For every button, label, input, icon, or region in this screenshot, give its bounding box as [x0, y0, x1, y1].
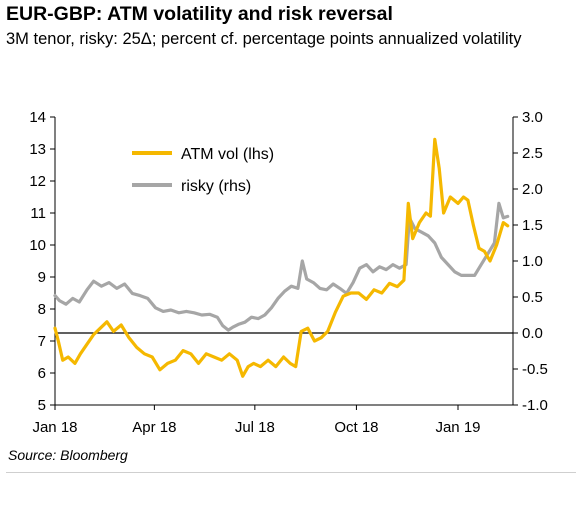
- left-tick-label: 6: [38, 365, 46, 382]
- left-tick-label: 14: [29, 109, 46, 126]
- right-tick-label: 1.5: [522, 217, 543, 234]
- right-tick-label: 2.0: [522, 181, 543, 198]
- legend-label-risky: risky (rhs): [181, 178, 251, 195]
- legend: ATM vol (lhs) risky (rhs): [132, 146, 274, 195]
- right-tick-label: 0.0: [522, 325, 543, 342]
- footer-divider: [6, 472, 576, 473]
- right-tick-label: -0.5: [522, 361, 548, 378]
- chart-subtitle: 3M tenor, risky: 25Δ; percent cf. percen…: [6, 30, 522, 48]
- left-tick-label: 10: [29, 237, 46, 254]
- legend-label-atm-vol: ATM vol (lhs): [181, 146, 274, 163]
- risky-series-line: [53, 201, 510, 332]
- right-tick-label: -1.0: [522, 397, 548, 414]
- right-tick-label: 1.0: [522, 253, 543, 270]
- x-tick-label: Jan 18: [32, 419, 77, 436]
- right-tick-label: 3.0: [522, 109, 543, 126]
- left-tick-label: 8: [38, 301, 46, 318]
- left-tick-label: 5: [38, 397, 46, 414]
- atm-vol-series-line: [53, 137, 510, 378]
- axes: 5 6 7 8 9 10 11 12 13 14 -1.0 -0.5 0.0 0.5 1.0 1.5 2.0 2.…: [29, 109, 548, 436]
- right-tick-label: 0.5: [522, 289, 543, 306]
- left-tick-label: 11: [30, 205, 46, 222]
- source-note: Source: Bloomberg: [8, 447, 128, 463]
- x-tick-label: Jan 19: [435, 419, 480, 436]
- x-tick-label: Jul 18: [235, 419, 275, 436]
- x-tick-label: Apr 18: [132, 419, 176, 436]
- chart-title: EUR-GBP: ATM volatility and risk reversa…: [6, 3, 393, 25]
- right-tick-label: 2.5: [522, 145, 543, 162]
- series-lines: [53, 137, 510, 378]
- x-tick-label: Oct 18: [334, 419, 378, 436]
- left-tick-label: 7: [38, 333, 46, 350]
- left-tick-label: 9: [38, 269, 46, 286]
- left-tick-label: 13: [29, 141, 46, 158]
- left-tick-label: 12: [29, 173, 46, 190]
